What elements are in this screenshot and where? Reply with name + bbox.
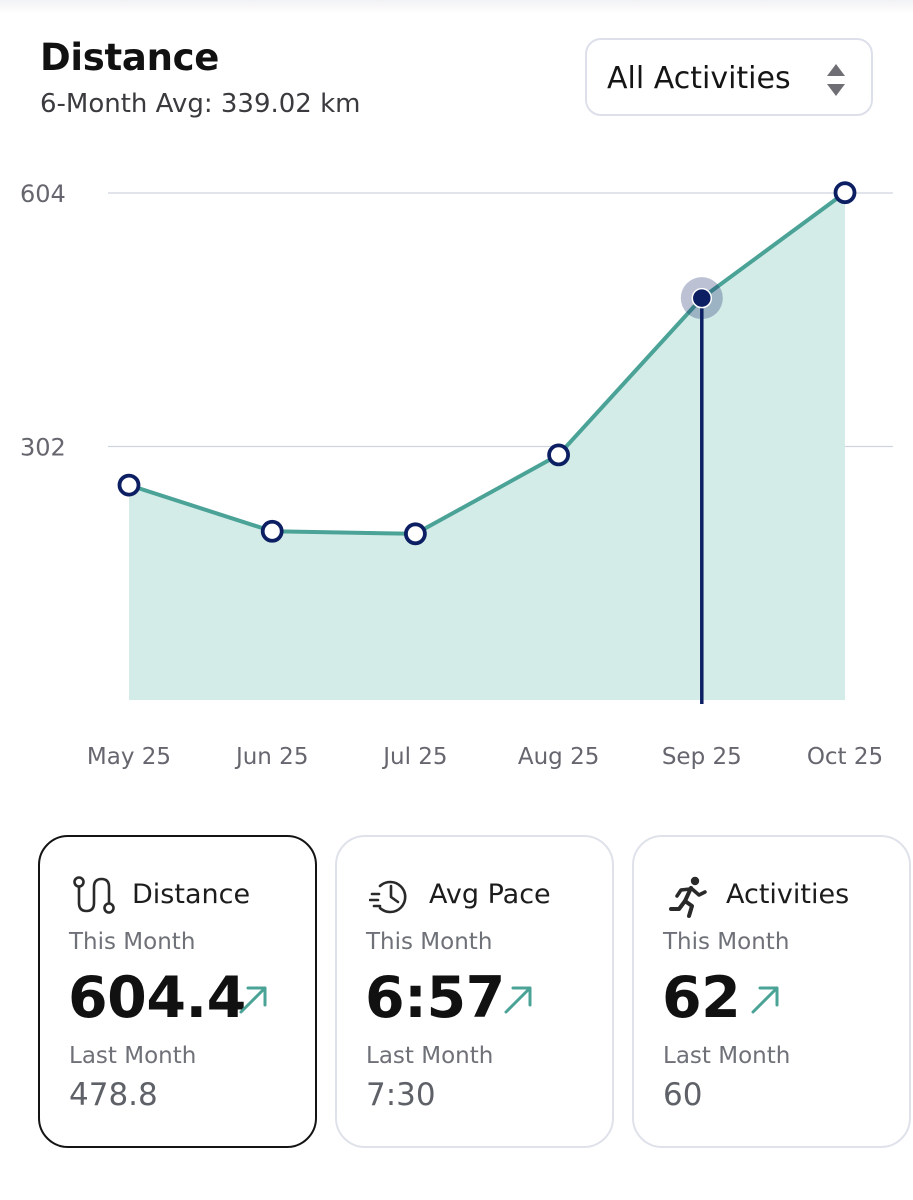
data-point xyxy=(833,181,857,205)
x-tick-label: Jun 25 xyxy=(234,744,309,770)
trend-up-icon xyxy=(751,986,779,1014)
distance-this-month-label: This Month xyxy=(69,929,196,955)
average-subtitle: 6-Month Avg: 339.02 km xyxy=(40,89,361,119)
top-edge-shadow xyxy=(0,0,913,14)
running-person-icon xyxy=(669,876,707,918)
distance-line-chart[interactable]: 302 604 May 25 Jun 25 Jul 25 Aug 25 Sep 25 Oct… xyxy=(0,160,913,800)
avg-pace-last-month-label: Last Month xyxy=(366,1043,494,1069)
x-tick-label: Oct 25 xyxy=(807,744,883,770)
route-icon xyxy=(73,876,115,914)
y-tick-label: 604 xyxy=(20,180,66,208)
area-fill xyxy=(129,192,845,700)
distance-this-month-value: 604.4 xyxy=(68,965,246,1031)
activities-last-month-value: 60 xyxy=(663,1077,703,1113)
activity-type-select[interactable]: All Activities xyxy=(585,38,873,116)
distance-stat-card[interactable]: Distance This Month 604.4 Last Month 478… xyxy=(38,835,317,1148)
trend-up-icon xyxy=(504,986,532,1014)
trend-up-icon xyxy=(239,986,267,1014)
activities-this-month-value: 62 xyxy=(662,965,741,1031)
x-tick-label: May 25 xyxy=(87,744,171,770)
activities-last-month-label: Last Month xyxy=(663,1043,791,1069)
data-point xyxy=(547,443,570,467)
activities-card-title: Activities xyxy=(726,879,850,910)
data-point xyxy=(403,522,427,546)
x-tick-label: Jul 25 xyxy=(381,744,447,770)
avg-pace-last-month-value: 7:30 xyxy=(366,1077,436,1113)
data-point xyxy=(117,473,141,497)
x-tick-label: Sep 25 xyxy=(662,744,742,770)
avg-pace-this-month-label: This Month xyxy=(366,929,493,955)
activity-type-value: All Activities xyxy=(607,61,791,96)
y-tick-label: 302 xyxy=(20,434,66,462)
sort-arrows-icon xyxy=(827,64,845,96)
page-title: Distance xyxy=(40,36,220,79)
series-line xyxy=(128,191,847,536)
distance-last-month-label: Last Month xyxy=(69,1043,197,1069)
selected-data-point xyxy=(691,287,713,309)
avg-pace-this-month-value: 6:57 xyxy=(365,965,505,1031)
activities-this-month-label: This Month xyxy=(663,929,790,955)
distance-last-month-value: 478.8 xyxy=(69,1077,158,1113)
activities-stat-card[interactable]: Activities This Month 62 Last Month 60 xyxy=(632,835,911,1148)
avg-pace-card-title: Avg Pace xyxy=(429,879,551,910)
pace-clock-icon xyxy=(369,880,407,914)
distance-card-title: Distance xyxy=(132,879,251,910)
data-point xyxy=(260,519,284,543)
avg-pace-stat-card[interactable]: Avg Pace This Month 6:57 Last Month 7:30 xyxy=(335,835,614,1148)
x-tick-label: Aug 25 xyxy=(518,744,600,770)
